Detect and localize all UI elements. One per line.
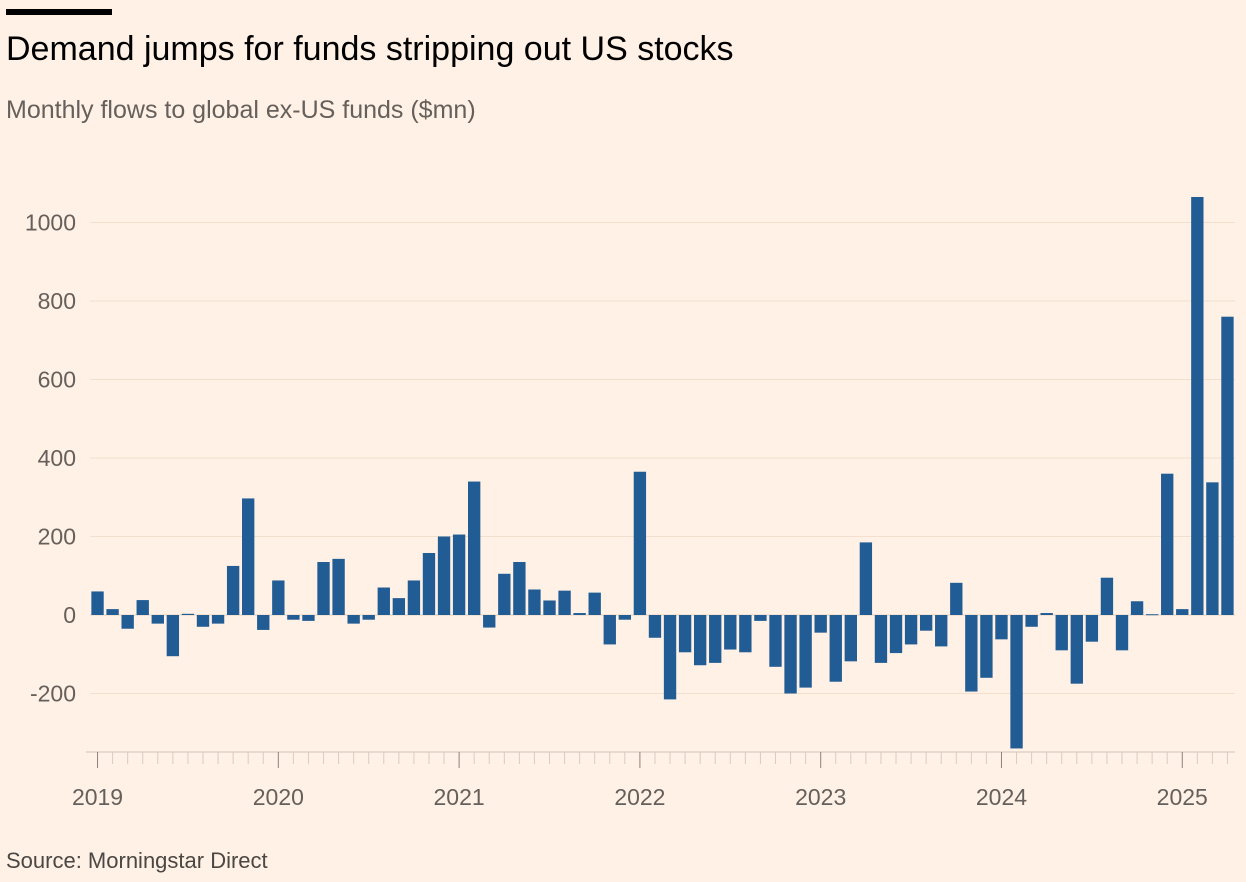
- bar: [287, 615, 299, 620]
- bar: [1071, 615, 1083, 684]
- bar: [212, 615, 224, 624]
- bar: [498, 574, 510, 615]
- bar: [423, 553, 435, 615]
- bar: [754, 615, 766, 621]
- bars: [91, 197, 1233, 748]
- bar: [1206, 482, 1218, 615]
- y-axis: -200 0 200 400 600 800 1000: [25, 210, 76, 707]
- bar: [468, 482, 480, 615]
- y-tick-label: -200: [30, 681, 76, 707]
- y-tick-label: 0: [63, 602, 76, 628]
- bar: [453, 535, 465, 615]
- bar: [920, 615, 932, 631]
- x-tick-label: 2025: [1157, 784, 1208, 810]
- bar: [558, 591, 570, 615]
- bar: [1086, 615, 1098, 642]
- bar-chart: 2019 2020 2021 2022 2023 2024 2025 -200 0 200 400…: [0, 0, 1246, 882]
- bar: [408, 580, 420, 615]
- y-tick-label: 600: [38, 367, 76, 393]
- bar: [769, 615, 781, 667]
- x-tick-label: 2022: [614, 784, 665, 810]
- bar: [363, 615, 375, 620]
- bar: [1041, 613, 1053, 615]
- bar: [965, 615, 977, 692]
- bar: [694, 615, 706, 665]
- bar: [1191, 197, 1203, 615]
- y-tick-label: 400: [38, 445, 76, 471]
- x-tick-label: 2020: [253, 784, 304, 810]
- bar: [980, 615, 992, 678]
- bar: [543, 600, 555, 615]
- bar: [197, 615, 209, 627]
- bar: [634, 472, 646, 615]
- bar: [589, 593, 601, 615]
- bar: [242, 498, 254, 615]
- bar: [1176, 609, 1188, 615]
- bar: [182, 614, 194, 615]
- bar: [1010, 615, 1022, 748]
- bar: [393, 598, 405, 615]
- bar: [860, 542, 872, 615]
- bar: [995, 615, 1007, 639]
- bar: [784, 615, 796, 694]
- source-note: Source: Morningstar Direct: [6, 848, 268, 874]
- bar: [1221, 317, 1233, 615]
- bar: [438, 537, 450, 616]
- y-tick-label: 200: [38, 524, 76, 550]
- bar: [709, 615, 721, 663]
- bar: [378, 588, 390, 615]
- bar: [890, 615, 902, 653]
- bar: [619, 615, 631, 620]
- bar: [152, 615, 164, 624]
- bar: [1101, 578, 1113, 615]
- bar: [815, 615, 827, 633]
- bar: [347, 615, 359, 624]
- bar: [1131, 601, 1143, 615]
- bar: [679, 615, 691, 652]
- bar: [604, 615, 616, 644]
- y-tick-label: 800: [38, 288, 76, 314]
- bar: [528, 589, 540, 615]
- bar: [272, 580, 284, 615]
- bar: [649, 615, 661, 638]
- bar: [121, 615, 133, 629]
- bar: [227, 566, 239, 615]
- bar: [905, 615, 917, 644]
- bar: [1025, 615, 1037, 627]
- x-tick-label: 2023: [795, 784, 846, 810]
- bar: [1116, 615, 1128, 650]
- x-axis: 2019 2020 2021 2022 2023 2024 2025: [72, 752, 1235, 810]
- bar: [739, 615, 751, 652]
- bar: [137, 600, 149, 615]
- bar: [935, 615, 947, 646]
- bar: [167, 615, 179, 656]
- bar: [1161, 474, 1173, 615]
- bar: [830, 615, 842, 682]
- bar: [317, 562, 329, 615]
- bar: [483, 615, 495, 628]
- x-tick-label: 2021: [434, 784, 485, 810]
- bar: [573, 613, 585, 615]
- x-tick-label: 2024: [976, 784, 1027, 810]
- x-tick-label: 2019: [72, 784, 123, 810]
- bar: [106, 609, 118, 615]
- bar: [332, 559, 344, 615]
- bar: [302, 615, 314, 621]
- bar: [1056, 615, 1068, 650]
- y-tick-label: 1000: [25, 210, 76, 236]
- bar: [664, 615, 676, 699]
- bar: [724, 615, 736, 650]
- bar: [950, 583, 962, 615]
- bar: [1146, 614, 1158, 615]
- bar: [799, 615, 811, 688]
- bar: [513, 562, 525, 615]
- bar: [875, 615, 887, 663]
- bar: [845, 615, 857, 661]
- bar: [91, 591, 103, 615]
- bar: [257, 615, 269, 630]
